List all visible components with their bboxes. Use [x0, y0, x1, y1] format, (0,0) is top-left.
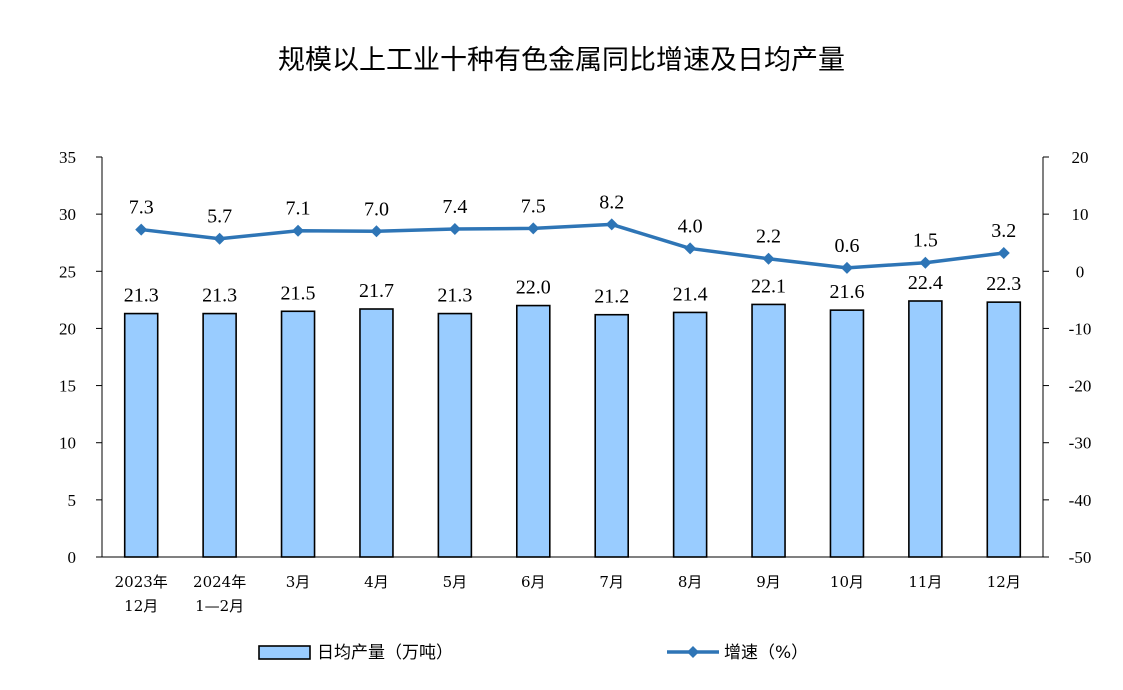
bar-data-label: 21.6 — [829, 281, 864, 303]
line-data-label: 1.5 — [913, 230, 938, 252]
category-label: 9月 — [756, 573, 781, 591]
line-point — [605, 218, 618, 231]
right-tick-label: 20 — [1072, 148, 1089, 167]
category-label: 3月 — [286, 573, 311, 591]
data-labels: 21.3 21.3 21.5 21.7 21.3 22.0 21.2 21.4 22.1 21.6… — [124, 191, 1022, 307]
bar-data-label: 21.2 — [594, 286, 629, 308]
line-data-label: 8.2 — [599, 191, 624, 213]
bar-data-label: 21.3 — [124, 285, 159, 307]
left-tick-label: 15 — [59, 377, 76, 396]
left-tick-label: 35 — [59, 148, 76, 167]
bar — [751, 303, 786, 558]
line-point — [840, 261, 853, 274]
bar — [594, 313, 630, 558]
bar-data-label: 21.4 — [673, 283, 708, 305]
line-point — [370, 225, 383, 238]
legend-line-label: 增速（%） — [724, 643, 808, 663]
category-label: 12月 — [987, 573, 1021, 591]
bar-data-label: 21.5 — [281, 282, 316, 304]
category-label: 1—2月 — [195, 597, 244, 615]
line-data-label: 7.4 — [442, 196, 467, 218]
line-data-label: 0.6 — [834, 235, 859, 257]
line-data-label: 7.5 — [521, 195, 546, 217]
category-label: 6月 — [521, 573, 546, 591]
line-point — [762, 252, 775, 265]
bar-data-label: 22.0 — [516, 277, 551, 299]
category-label: 11月 — [908, 573, 942, 591]
line-point — [213, 232, 226, 245]
line-point — [135, 223, 148, 236]
right-tick-label: -30 — [1069, 434, 1092, 453]
bar — [359, 308, 394, 558]
legend: 日均产量（万吨） 增速（%） — [258, 643, 808, 663]
bar-data-label: 21.3 — [437, 285, 472, 307]
legend-bar-label: 日均产量（万吨） — [317, 643, 453, 663]
left-tick-label: 25 — [59, 262, 76, 281]
bar-series — [123, 300, 1022, 558]
bar-data-label: 22.4 — [908, 272, 943, 294]
line-point — [527, 222, 540, 235]
right-tick-label: -50 — [1069, 548, 1092, 567]
bar — [986, 301, 1022, 558]
left-tick-label: 0 — [68, 548, 77, 567]
bar — [515, 304, 551, 558]
bar — [908, 300, 943, 558]
bar — [437, 312, 473, 558]
line-point — [684, 242, 697, 255]
category-label: 4月 — [364, 573, 389, 591]
bar — [123, 312, 159, 558]
category-label: 10月 — [830, 573, 864, 591]
line-series — [135, 218, 1010, 274]
chart-title: 规模以上工业十种有色金属同比增速及日均产量 — [278, 45, 845, 76]
line-data-label: 7.1 — [286, 198, 311, 220]
line-data-label: 7.0 — [364, 198, 389, 220]
line-point — [919, 256, 932, 269]
line-data-label: 4.0 — [678, 215, 703, 237]
line-point — [997, 247, 1010, 259]
right-tick-label: 0 — [1076, 262, 1085, 281]
line-point — [292, 224, 305, 237]
legend-bar-swatch — [258, 645, 311, 660]
bar-data-label: 22.3 — [986, 273, 1021, 295]
bar-data-label: 21.3 — [202, 285, 237, 307]
category-label: 12月 — [124, 597, 158, 615]
category-label: 8月 — [678, 573, 703, 591]
growth-line — [141, 222, 1005, 270]
right-tick-label: -10 — [1069, 319, 1092, 338]
left-tick-label: 5 — [68, 491, 77, 510]
bar — [829, 309, 865, 558]
bar-data-label: 21.7 — [359, 280, 394, 302]
line-data-label: 2.2 — [756, 226, 781, 248]
legend-line-marker — [687, 646, 699, 658]
bar — [280, 310, 316, 558]
bar — [202, 312, 237, 558]
axes: 0 5 10 15 20 25 30 35 -50 -40 -30 -20 -10 0 10 20 2023年 1… — [59, 148, 1091, 615]
category-label: 5月 — [443, 573, 468, 591]
line-data-label: 7.3 — [129, 197, 154, 219]
right-tick-label: 10 — [1072, 205, 1089, 224]
line-data-label: 5.7 — [207, 206, 232, 228]
right-tick-label: -40 — [1069, 491, 1092, 510]
bar-data-label: 22.1 — [751, 275, 786, 297]
category-label: 2023年 — [115, 573, 168, 591]
line-point — [448, 223, 461, 235]
category-label: 2024年 — [193, 573, 246, 591]
right-tick-label: -20 — [1069, 377, 1092, 396]
left-tick-label: 30 — [59, 205, 76, 224]
left-tick-label: 20 — [59, 319, 76, 338]
bar — [672, 311, 708, 558]
left-tick-label: 10 — [59, 434, 76, 453]
line-data-label: 3.2 — [991, 220, 1016, 242]
category-label: 7月 — [599, 573, 624, 591]
